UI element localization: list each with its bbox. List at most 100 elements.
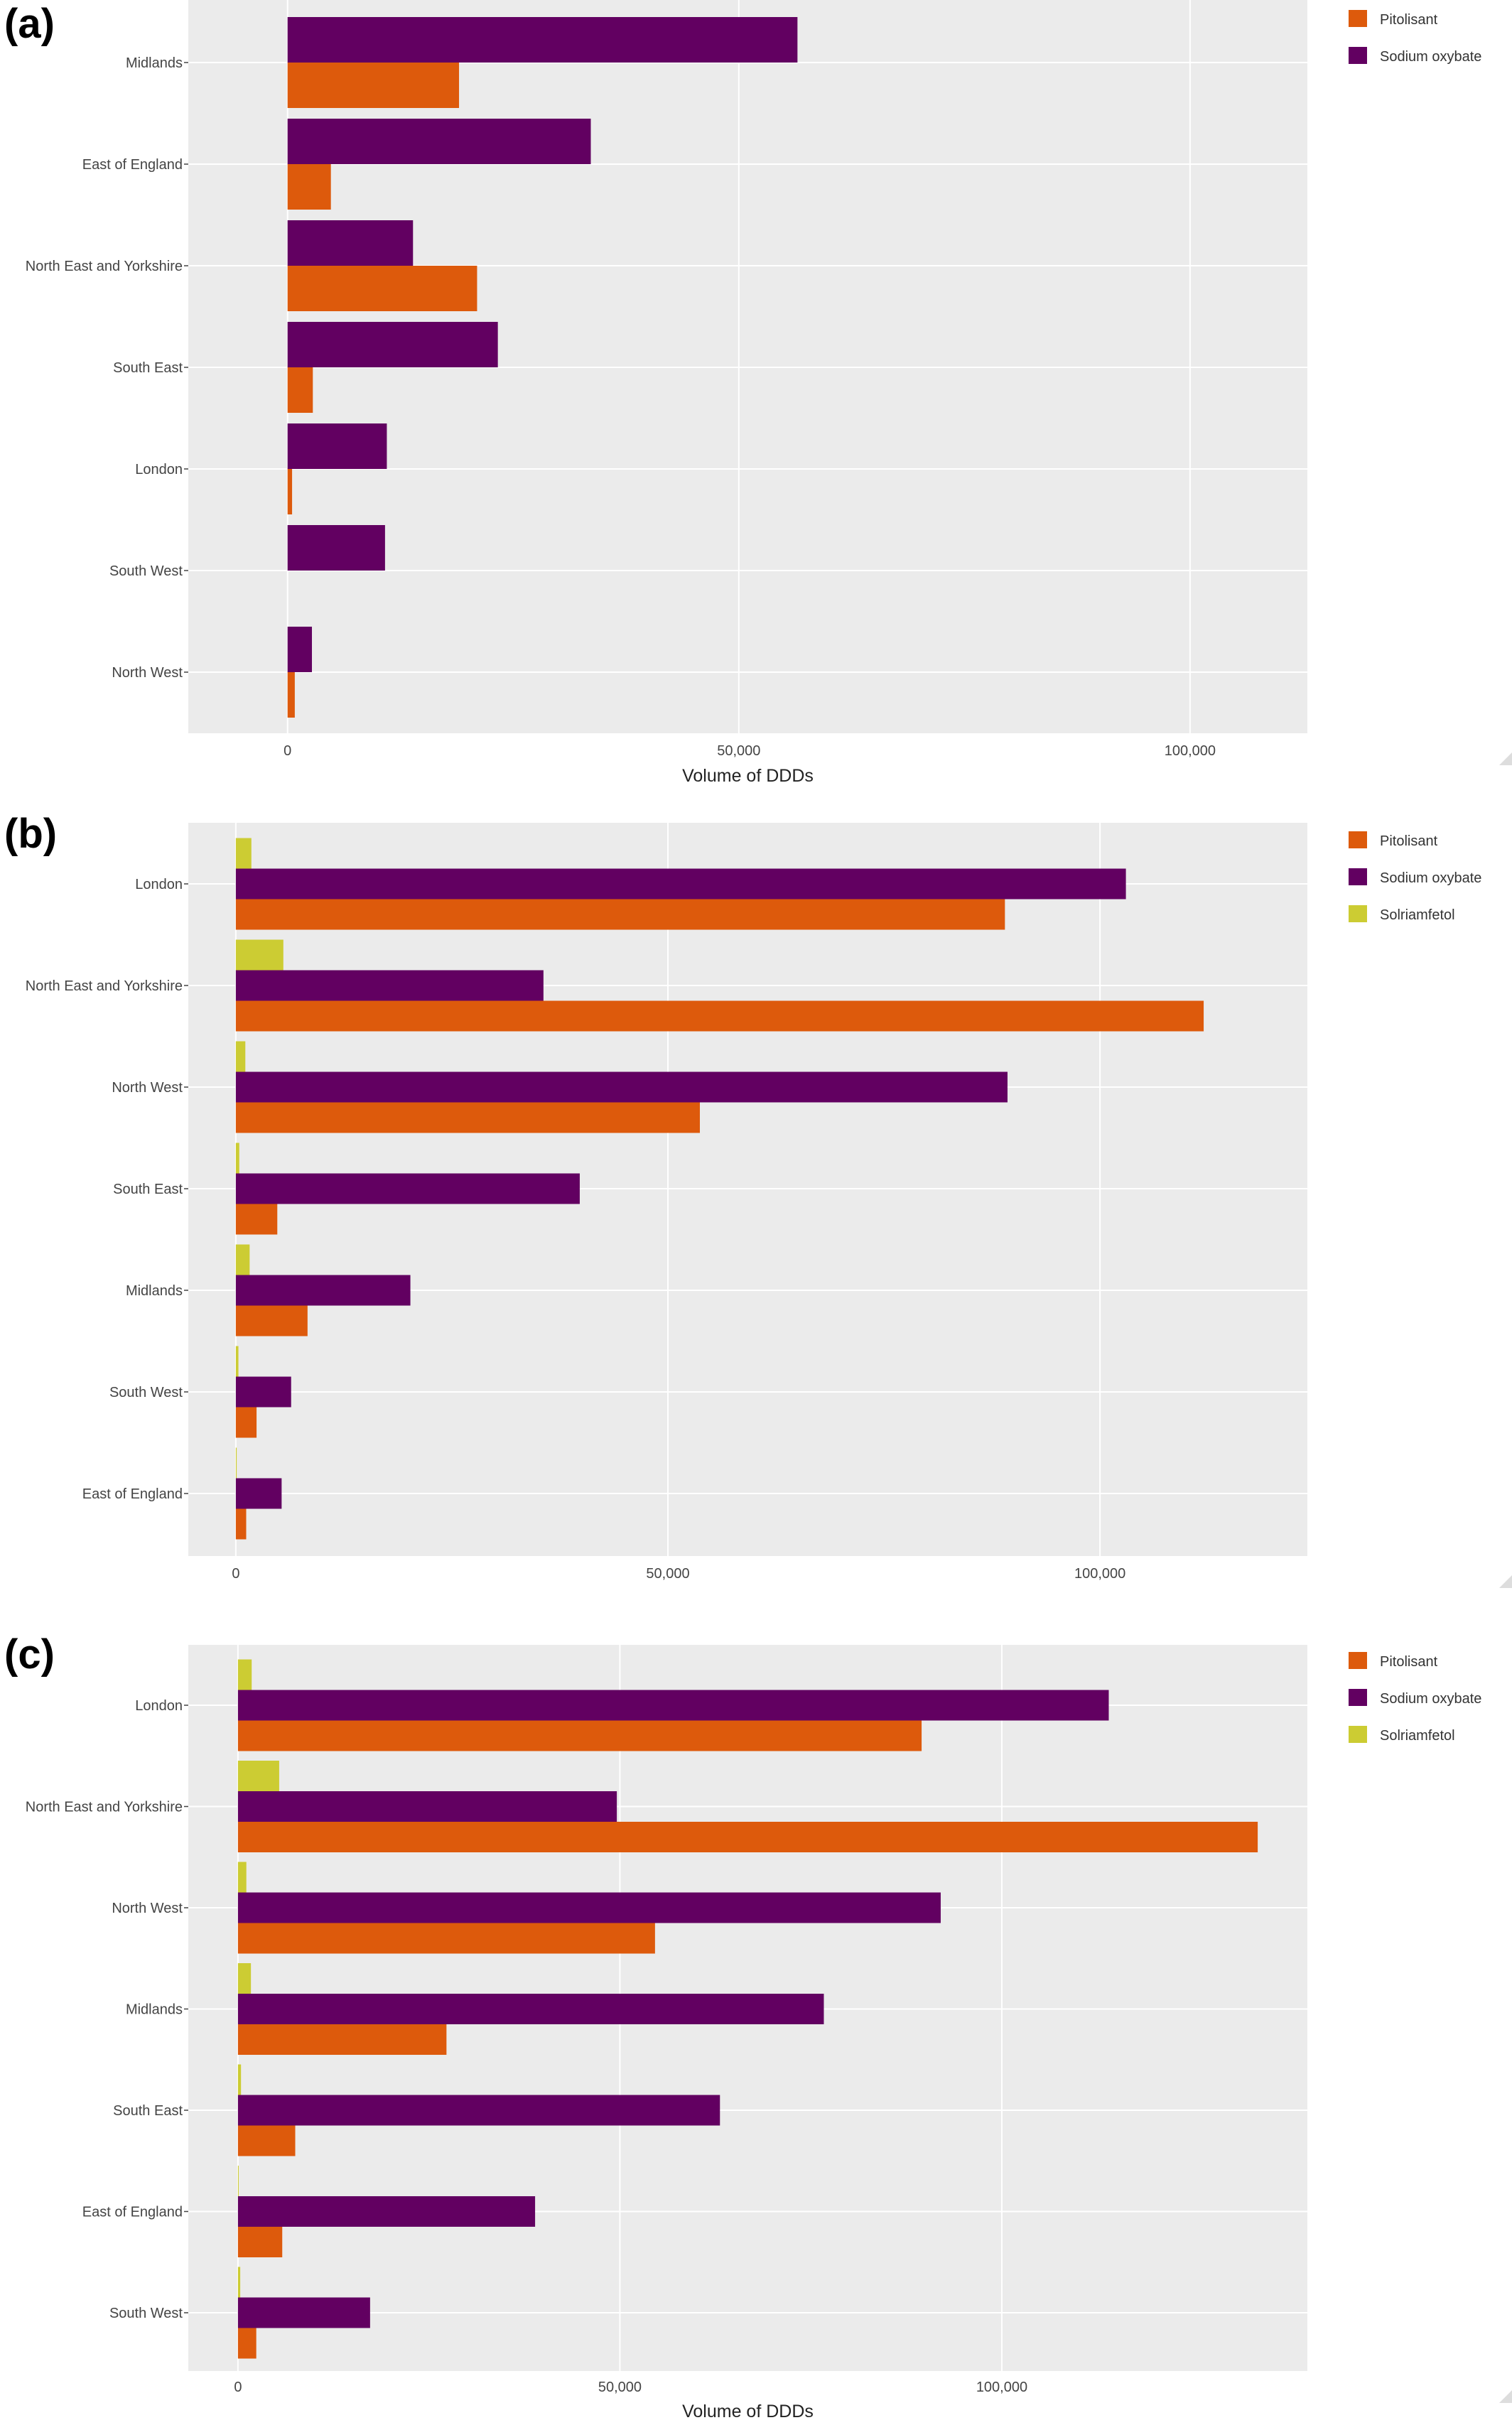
panel-label: (c) xyxy=(4,1631,55,1678)
resize-grip-icon xyxy=(1499,2390,1512,2403)
bar-solriamfetol xyxy=(235,939,284,971)
y-tick-label: North East and Yorkshire xyxy=(26,1800,183,1815)
bar-chart-b: London North East and Yorkshire North West… xyxy=(26,823,1512,1588)
bar-sodium-oxybate xyxy=(237,2297,370,2328)
bar-solriamfetol xyxy=(235,1447,237,1479)
bar-solriamfetol xyxy=(237,2267,241,2298)
y-tick-label: East of England xyxy=(82,2205,183,2220)
bar-pitolisant xyxy=(237,2024,447,2055)
y-tick-label: Midlands xyxy=(126,1283,183,1299)
x-tick-label: 50,000 xyxy=(598,2380,642,2395)
bar-pitolisant xyxy=(235,899,1005,930)
legend-swatch xyxy=(1349,47,1367,64)
legend-swatch xyxy=(1349,868,1367,885)
bar-pitolisant xyxy=(237,2125,296,2156)
bar-sodium-oxybate xyxy=(237,1690,1109,1721)
y-tick-label: South West xyxy=(109,1385,183,1400)
y-tick-label: London xyxy=(135,877,183,892)
bar-pitolisant xyxy=(287,164,331,210)
x-axis-title: Volume of DDDs xyxy=(682,2402,814,2421)
x-tick-label: 50,000 xyxy=(717,743,760,759)
y-tick-label: Midlands xyxy=(126,55,183,71)
bar-pitolisant xyxy=(287,63,460,108)
legend-swatch xyxy=(1349,1652,1367,1669)
bar-sodium-oxybate xyxy=(287,119,591,164)
y-tick-label: South West xyxy=(109,2306,183,2321)
bar-pitolisant xyxy=(237,1720,922,1751)
chart-panel-c: (c) London North East and Yorkshire North … xyxy=(0,1631,1512,2425)
chart-panel-a: (a) Midlands East of England North East an… xyxy=(0,0,1512,789)
bar-pitolisant xyxy=(287,367,313,413)
x-tick-label: 0 xyxy=(234,2380,242,2395)
legend-label: Pitolisant xyxy=(1380,12,1438,28)
y-tick-label: North West xyxy=(112,1080,183,1096)
resize-grip-icon xyxy=(1499,1575,1512,1588)
bar-pitolisant xyxy=(237,2227,283,2257)
y-tick-label: North West xyxy=(112,665,183,681)
bar-solriamfetol xyxy=(237,1963,252,1994)
bar-sodium-oxybate xyxy=(235,1376,291,1408)
bar-solriamfetol xyxy=(235,1041,246,1072)
x-tick-label: 100,000 xyxy=(976,2380,1027,2395)
bar-solriamfetol xyxy=(237,1862,247,1893)
x-tick-label: 100,000 xyxy=(1165,743,1216,759)
bar-sodium-oxybate xyxy=(235,1275,411,1306)
legend-swatch xyxy=(1349,905,1367,922)
panel-label: (b) xyxy=(4,811,58,857)
bar-solriamfetol xyxy=(235,1143,239,1174)
bar-sodium-oxybate xyxy=(287,423,387,469)
bar-sodium-oxybate xyxy=(235,868,1126,900)
bar-solriamfetol xyxy=(237,1659,252,1690)
bar-pitolisant xyxy=(237,1923,655,1954)
bar-sodium-oxybate xyxy=(237,2095,720,2126)
y-tick-label: South East xyxy=(113,360,183,376)
bar-sodium-oxybate xyxy=(237,1994,824,2024)
y-tick-label: East of England xyxy=(82,1486,183,1502)
bar-sodium-oxybate xyxy=(237,1791,617,1822)
bar-sodium-oxybate xyxy=(287,220,414,266)
panel-label: (a) xyxy=(4,1,55,47)
bar-solriamfetol xyxy=(235,1346,239,1377)
bar-chart-c: London North East and Yorkshire North West… xyxy=(26,1645,1512,2421)
legend-swatch xyxy=(1349,831,1367,848)
bar-pitolisant xyxy=(235,1508,247,1540)
y-tick-label: London xyxy=(135,1698,183,1714)
bar-solriamfetol xyxy=(237,1761,279,1791)
x-tick-label: 100,000 xyxy=(1074,1566,1125,1582)
bar-pitolisant xyxy=(287,469,293,514)
y-tick-label: North West xyxy=(112,1901,183,1916)
bar-sodium-oxybate xyxy=(237,1892,941,1923)
bar-pitolisant xyxy=(237,2328,256,2359)
legend-label: Pitolisant xyxy=(1380,1654,1438,1670)
y-tick-label: South West xyxy=(109,563,183,579)
y-tick-label: East of England xyxy=(82,157,183,173)
bar-pitolisant xyxy=(235,1305,308,1336)
bar-sodium-oxybate xyxy=(287,322,498,367)
legend-swatch xyxy=(1349,1726,1367,1743)
legend-label: Solriamfetol xyxy=(1380,1728,1455,1744)
bar-sodium-oxybate xyxy=(235,1173,580,1204)
x-tick-label: 50,000 xyxy=(646,1566,689,1582)
x-tick-label: 0 xyxy=(232,1566,239,1582)
bar-pitolisant xyxy=(235,1407,257,1438)
bar-sodium-oxybate xyxy=(287,525,385,571)
bar-sodium-oxybate xyxy=(235,1478,282,1509)
bar-sodium-oxybate xyxy=(237,2196,536,2227)
bar-solriamfetol xyxy=(237,2166,239,2196)
legend-label: Pitolisant xyxy=(1380,833,1438,849)
bar-pitolisant xyxy=(235,1000,1204,1032)
bar-solriamfetol xyxy=(237,2064,242,2095)
bar-pitolisant xyxy=(235,1102,700,1133)
resize-grip-icon xyxy=(1499,752,1512,765)
chart-panel-b: (b) London North East and Yorkshire North … xyxy=(0,810,1512,1592)
bar-pitolisant xyxy=(237,1822,1258,1852)
bar-pitolisant xyxy=(287,672,295,718)
bar-pitolisant xyxy=(235,1204,278,1235)
y-tick-label: North East and Yorkshire xyxy=(26,259,183,274)
x-tick-label: 0 xyxy=(284,743,291,759)
bar-solriamfetol xyxy=(235,838,252,869)
bar-pitolisant xyxy=(287,266,477,311)
bar-solriamfetol xyxy=(235,1244,250,1275)
bar-sodium-oxybate xyxy=(287,17,798,63)
bar-sodium-oxybate xyxy=(235,970,544,1001)
